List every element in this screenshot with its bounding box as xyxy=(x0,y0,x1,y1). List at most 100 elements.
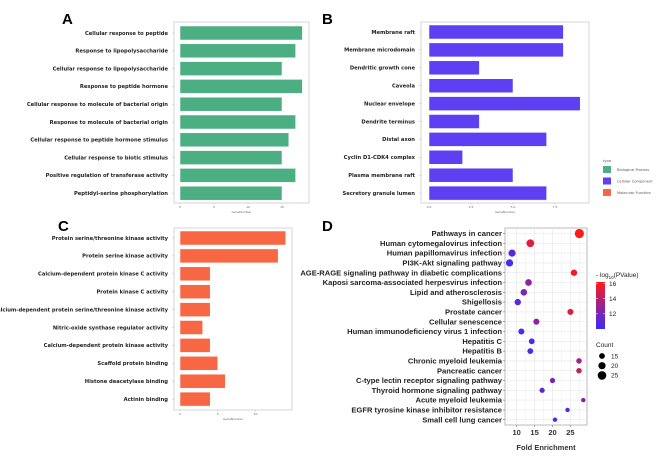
term-label: Lipid and atherosclerosis xyxy=(410,288,502,297)
bar-label: Cellular response to peptide hormone sti… xyxy=(30,138,168,144)
bar-label: Plasma membrane raft xyxy=(348,173,415,179)
bar-label: Nitric-oxide synthase regulator activity xyxy=(53,325,169,331)
panel-label-c: C xyxy=(58,218,69,235)
bar-label: Response to peptide hormone xyxy=(80,84,169,90)
bar-label: Peptidyl-serine phosphorylation xyxy=(74,191,168,197)
data-point xyxy=(574,228,584,239)
x-axis-title: Fold Enrichment xyxy=(516,443,576,452)
data-point xyxy=(576,358,582,364)
bar xyxy=(179,248,279,264)
bar xyxy=(428,78,514,93)
data-point xyxy=(526,239,535,248)
term-label: Pathways in cancer xyxy=(432,229,503,238)
size-legend-dot xyxy=(597,371,607,380)
data-point xyxy=(527,348,534,354)
bar xyxy=(179,230,286,246)
bar xyxy=(179,96,283,112)
term-label: Thyroid hormone signaling pathway xyxy=(372,386,503,395)
bar xyxy=(428,114,480,129)
color-legend-tick-label: 14 xyxy=(609,296,617,303)
term-label: Cellular senescence xyxy=(429,317,502,326)
term-label: EGFR tyrosine kinase inhibitor resistanc… xyxy=(351,406,502,415)
bar-label: Secretory granule lumen xyxy=(342,191,415,197)
panel-label-b: B xyxy=(322,11,333,28)
size-legend-dot xyxy=(598,362,606,370)
bar-label: Cellular response to molecule of bacteri… xyxy=(27,102,168,108)
bar xyxy=(179,150,283,165)
data-point xyxy=(508,249,516,257)
data-point xyxy=(518,328,525,335)
panel-c-bar-chart: Protein serine/threonine kinase activity… xyxy=(0,227,293,421)
color-legend-title-prefix: - log xyxy=(596,272,609,279)
bar-label: Nuclear envelope xyxy=(364,101,415,107)
bar-label: Caveola xyxy=(392,84,416,90)
data-point xyxy=(533,318,540,325)
term-label: Hepatitis C xyxy=(462,337,502,346)
bar xyxy=(179,25,303,41)
x-tick-label: 2.5 xyxy=(469,205,474,209)
bar-label: Cellular response to peptide xyxy=(85,31,169,37)
data-point xyxy=(514,298,521,306)
bar xyxy=(179,320,203,335)
term-label: Hepatitis B xyxy=(462,347,502,356)
x-axis-title: GeneNumber xyxy=(232,210,253,214)
bar-label: Protein serine kinase activity xyxy=(82,254,168,260)
color-legend-tick-label: 16 xyxy=(609,281,617,288)
bar-label: Membrane raft xyxy=(371,30,415,36)
data-point xyxy=(567,308,574,315)
data-point xyxy=(581,397,586,403)
bar xyxy=(179,391,211,407)
x-tick-label: 15 xyxy=(280,205,284,209)
data-point xyxy=(576,367,582,374)
x-tick-label: 25 xyxy=(566,428,574,437)
x-axis-title: GeneNumber xyxy=(223,417,244,421)
term-label: Pancreatic cancer xyxy=(437,366,502,375)
bar xyxy=(179,132,290,148)
term-label: Shigellosis xyxy=(462,298,502,307)
bar xyxy=(428,167,514,183)
bar-label: Protein kinase C activity xyxy=(96,290,168,296)
color-legend-title: - log10(PValue) xyxy=(596,272,638,280)
size-legend-title: Count xyxy=(596,342,614,349)
x-tick-label: 7.5 xyxy=(553,205,558,209)
panel-b-bar-chart: Membrane raft Membrane microdomain Dendrit… xyxy=(342,21,590,214)
bar xyxy=(179,43,296,59)
legend-title: type xyxy=(603,159,612,163)
bar-label: Cyclin D1-CDK4 complex xyxy=(344,155,416,161)
x-tick-label: 15 xyxy=(530,428,538,437)
size-legend-dot xyxy=(599,353,605,359)
bar xyxy=(179,373,226,389)
x-tick-label: 0 xyxy=(179,205,181,209)
term-label: Small cell lung cancer xyxy=(422,415,502,424)
bar xyxy=(428,24,564,40)
color-legend-title-sub: 10 xyxy=(609,275,615,280)
bar-label: Calcium-dependent protein serine/threoni… xyxy=(0,307,169,313)
x-tick-label: 20 xyxy=(548,428,556,437)
color-legend-title-suffix: (PValue) xyxy=(614,272,639,279)
term-label: C-type lectin receptor signaling pathway xyxy=(356,376,503,385)
bar xyxy=(428,42,564,58)
term-label: Kaposi sarcoma-associated herpesvirus in… xyxy=(323,278,503,287)
bar xyxy=(179,338,211,353)
data-point xyxy=(505,259,514,267)
data-point xyxy=(549,377,556,384)
data-point xyxy=(552,417,558,422)
legend-swatch xyxy=(603,166,611,173)
bar-label: Calcium-dependent protein kinase C activ… xyxy=(38,272,169,278)
data-point xyxy=(539,387,545,393)
size-legend-label: 25 xyxy=(611,373,619,380)
term-label: AGE-RAGE signaling pathway in diabetic c… xyxy=(300,268,502,277)
bar-label: Protein serine/threonine kinase activity xyxy=(52,236,169,242)
bar xyxy=(179,284,211,299)
size-legend-label: 20 xyxy=(611,363,619,370)
term-label: Prostate cancer xyxy=(445,308,502,317)
term-label: Chronic myeloid leukemia xyxy=(408,357,503,366)
data-point xyxy=(570,269,578,276)
plot-frame xyxy=(504,227,588,426)
type-legend: type Biological Process Cellular Component… xyxy=(603,159,653,196)
bar xyxy=(179,114,296,130)
bar xyxy=(428,132,547,147)
term-label: Human cytomegalovirus infection xyxy=(380,239,502,248)
